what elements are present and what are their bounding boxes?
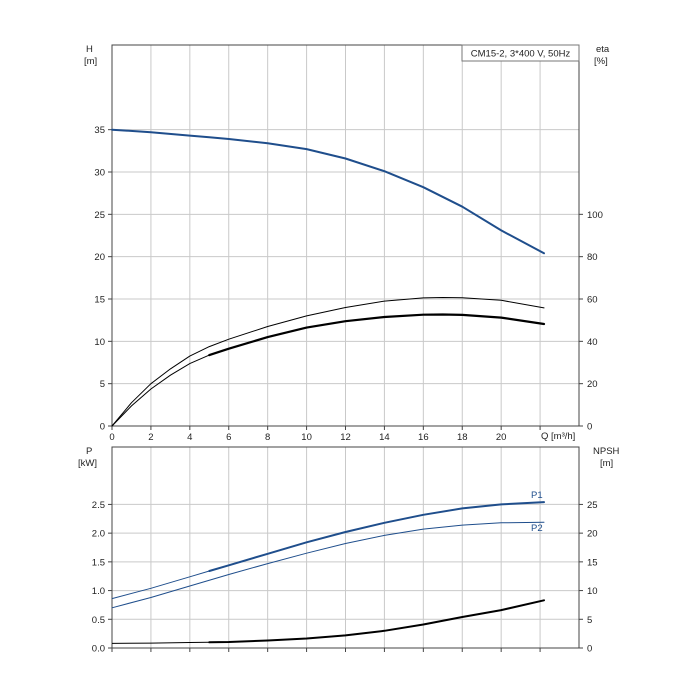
y-right-tick-label: 15 [587, 557, 598, 568]
legend-box [461, 44, 580, 62]
y-right-tick-label: 25 [587, 500, 598, 511]
y-axis-unit-eta: [%] [594, 56, 608, 67]
y-right-tick-label: 20 [587, 379, 598, 390]
x-tick-label: 6 [226, 432, 231, 443]
curve-0-1 [111, 297, 545, 427]
x-tick-label: 16 [418, 432, 429, 443]
y-left-tick-label: 0.0 [92, 644, 105, 655]
y-left-tick-label: 0 [100, 422, 105, 433]
x-tick-label: 14 [379, 432, 390, 443]
y-left-tick-label: 10 [94, 337, 105, 348]
y-left-tick-label: 2.5 [92, 500, 105, 511]
curves [111, 501, 545, 644]
y-left-tick-label: 0.5 [92, 615, 105, 626]
x-axis-label: Q [m³/h] [541, 431, 575, 442]
curve-0-0 [111, 128, 545, 255]
x-tick-label: 10 [301, 432, 312, 443]
y-axis-label-head: H [86, 44, 93, 55]
y-right-tick-label: 5 [587, 615, 592, 626]
y-left-tick-label: 30 [94, 168, 105, 179]
y-axis-unit-npsh: [m] [600, 458, 613, 469]
y-axis-label-power: P [86, 446, 92, 457]
y-left-tick-label: 25 [94, 210, 105, 221]
y-right-tick-label: 100 [587, 210, 603, 221]
y-left-tick-label: 35 [94, 125, 105, 136]
curve-0-2-thin [111, 354, 210, 427]
y-right-tick-label: 60 [587, 295, 598, 306]
curve-0-2 [208, 313, 546, 357]
curve-1-0-thin [111, 570, 210, 600]
y-left-tick-label: 2.0 [92, 529, 105, 540]
curves [111, 128, 546, 427]
x-tick-label: 4 [187, 432, 192, 443]
head-efficiency-panel: 0 5 10 15 20 25 30 35 0 20 40 60 80 100 0 2 4 6 8 10 12 14 16 1… [84, 44, 610, 443]
x-tick-label: 8 [265, 432, 270, 443]
y-axis-label-eta: eta [596, 44, 610, 55]
legend-box-text: CM15-2, 3*400 V, 50Hz [471, 49, 571, 60]
y-left-tick-label: 1.5 [92, 557, 105, 568]
y-right-tick-label: 0 [587, 644, 592, 655]
axis-ticks: 0.0 0.5 1.0 1.5 2.0 2.5 0 5 10 15 20 25 [92, 500, 598, 655]
curve-1-1 [111, 521, 545, 609]
x-tick-label: 18 [457, 432, 468, 443]
y-left-tick-label: 1.0 [92, 586, 105, 597]
x-tick-label: 20 [496, 432, 507, 443]
y-axis-label-npsh: NPSH [593, 446, 620, 457]
y-axis-unit-power: [kW] [78, 458, 97, 469]
x-tick-label: 0 [109, 432, 114, 443]
y-left-tick-label: 20 [94, 252, 105, 263]
curve-1-0 [208, 501, 545, 572]
series-label-p2: P2 [531, 523, 543, 534]
axis-ticks: 0 5 10 15 20 25 30 35 0 20 40 60 80 100 0 2 4 6 8 10 12 14 16 1… [94, 125, 602, 443]
curve-1-2 [208, 599, 545, 644]
series-label-p1: P1 [531, 490, 543, 501]
y-left-tick-label: 15 [94, 295, 105, 306]
y-right-tick-label: 80 [587, 252, 598, 263]
power-npsh-panel: 0.0 0.5 1.0 1.5 2.0 2.5 0 5 10 15 20 25 P [kW] NPSH… [78, 446, 620, 655]
y-right-tick-label: 40 [587, 337, 598, 348]
x-tick-label: 12 [340, 432, 351, 443]
x-tick-label: 2 [148, 432, 153, 443]
y-right-tick-label: 10 [587, 586, 598, 597]
y-right-tick-label: 20 [587, 529, 598, 540]
y-axis-unit-head: [m] [84, 56, 97, 67]
y-right-tick-label: 0 [587, 422, 592, 433]
grid [112, 447, 579, 649]
curve-1-2-thin [111, 641, 210, 644]
y-left-tick-label: 5 [100, 379, 105, 390]
